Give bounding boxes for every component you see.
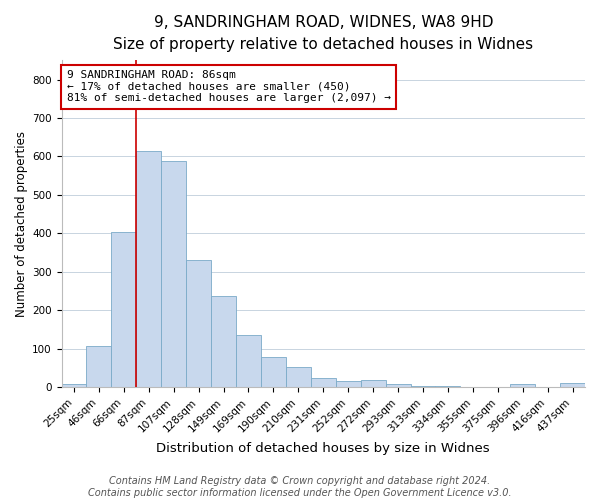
Bar xyxy=(261,356,286,387)
Bar xyxy=(386,384,410,387)
Bar xyxy=(161,162,186,387)
X-axis label: Distribution of detached houses by size in Widnes: Distribution of detached houses by size … xyxy=(157,442,490,455)
Bar xyxy=(361,380,386,387)
Bar xyxy=(211,296,236,387)
Bar xyxy=(86,346,112,387)
Bar xyxy=(410,386,436,387)
Bar xyxy=(286,368,311,387)
Bar xyxy=(62,384,86,387)
Title: 9, SANDRINGHAM ROAD, WIDNES, WA8 9HD
Size of property relative to detached house: 9, SANDRINGHAM ROAD, WIDNES, WA8 9HD Siz… xyxy=(113,15,533,52)
Bar xyxy=(336,382,361,387)
Bar xyxy=(311,378,336,387)
Bar xyxy=(186,260,211,387)
Bar xyxy=(436,386,460,387)
Bar xyxy=(136,152,161,387)
Y-axis label: Number of detached properties: Number of detached properties xyxy=(15,130,28,316)
Bar xyxy=(510,384,535,387)
Bar xyxy=(112,232,136,387)
Bar xyxy=(236,335,261,387)
Text: 9 SANDRINGHAM ROAD: 86sqm
← 17% of detached houses are smaller (450)
81% of semi: 9 SANDRINGHAM ROAD: 86sqm ← 17% of detac… xyxy=(67,70,391,103)
Text: Contains HM Land Registry data © Crown copyright and database right 2024.
Contai: Contains HM Land Registry data © Crown c… xyxy=(88,476,512,498)
Bar xyxy=(560,383,585,387)
